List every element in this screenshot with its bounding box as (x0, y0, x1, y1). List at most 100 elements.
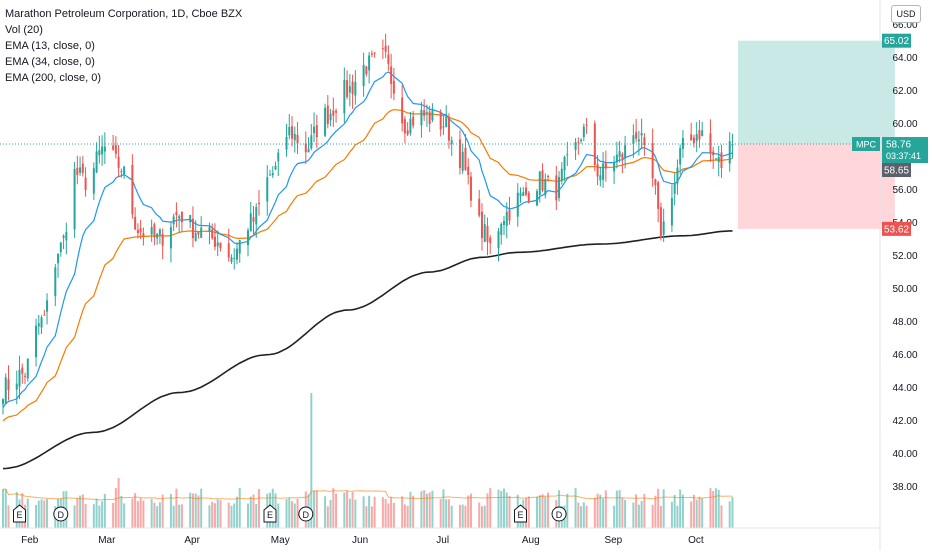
candle-body (717, 156, 720, 163)
candle-body (354, 81, 357, 96)
candle-body (712, 151, 715, 156)
volume-bar (613, 505, 616, 528)
event-marker-e[interactable]: E (263, 504, 277, 523)
indicator-ema34[interactable]: EMA (34, close, 0) (5, 56, 95, 68)
candle-body (362, 64, 365, 87)
candle-body (566, 154, 569, 156)
volume-bar (401, 496, 404, 528)
earnings-icon (263, 504, 277, 523)
candle-body (24, 375, 27, 377)
event-marker-label: E (17, 510, 23, 520)
event-marker-e[interactable]: E (514, 504, 528, 523)
volume-ma-line (3, 488, 733, 501)
candle-body (73, 168, 76, 230)
candle-body (478, 198, 481, 216)
volume-bar (92, 504, 95, 528)
candle-body (233, 257, 236, 259)
volume-bar (46, 499, 49, 528)
indicator-ema13[interactable]: EMA (13, close, 0) (5, 40, 95, 52)
candle-body (654, 179, 657, 186)
volume-bar (431, 490, 434, 528)
candle-body (252, 217, 255, 222)
volume-bar (714, 488, 717, 528)
volume-bar (596, 493, 599, 528)
event-marker-d[interactable]: D (53, 506, 69, 522)
candle-body (175, 211, 178, 216)
candle-body (277, 152, 280, 162)
candle-body (313, 126, 316, 134)
volume-bar (139, 498, 142, 528)
prev-close-tag: 58.65 (882, 163, 911, 178)
volume-bar (120, 495, 123, 528)
currency-button[interactable]: USD (891, 5, 921, 23)
candle-body (211, 229, 214, 239)
volume-bar (483, 505, 486, 528)
candle-body (714, 158, 717, 160)
volume-bar (690, 501, 693, 528)
candle-body (500, 223, 503, 235)
candle-body (392, 80, 395, 94)
candle-body (643, 137, 646, 146)
volume-bar (288, 497, 291, 528)
prev-close-text: 58.65 (884, 166, 909, 177)
y-tick-label: 44.00 (892, 383, 917, 394)
candle-body (291, 126, 294, 139)
volume-bar (310, 393, 313, 528)
volume-bar (373, 496, 376, 528)
indicator-ema200[interactable]: EMA (200, close, 0) (5, 72, 101, 84)
symbol-tag-text: MPC (856, 140, 877, 150)
volume-bar (502, 488, 505, 528)
candle-body (445, 116, 448, 128)
last-price-bg (882, 137, 928, 164)
candle-body (98, 150, 101, 156)
volume-bar (134, 493, 137, 528)
volume-bar (637, 504, 640, 528)
candle-body (117, 156, 120, 168)
volume-bar (695, 499, 698, 528)
candle-body (602, 163, 605, 180)
indicator-volume[interactable]: Vol (20) (5, 24, 43, 36)
volume-bar (200, 488, 203, 528)
candle-body (136, 229, 139, 234)
volume-bar (384, 499, 387, 528)
volume-bar (387, 503, 390, 528)
y-tick-label: 42.00 (892, 416, 917, 427)
candle-body (101, 146, 104, 155)
candle-body (525, 187, 528, 195)
volume-bar (390, 496, 393, 528)
candle-body (450, 140, 453, 144)
x-tick-label: Aug (522, 535, 540, 546)
candle-body (150, 226, 153, 235)
candle-body (40, 317, 43, 328)
event-marker-d[interactable]: D (551, 506, 567, 522)
candle-body (681, 138, 684, 149)
candle-body (134, 216, 137, 230)
volume-bar (450, 505, 453, 528)
candle-body (172, 216, 175, 225)
candle-body (431, 110, 434, 121)
volume-bar (277, 503, 280, 528)
candle-body (324, 107, 327, 136)
candle-body (618, 151, 621, 158)
volume-bar (114, 488, 117, 528)
candle-body (271, 172, 274, 176)
candle-body (439, 112, 442, 130)
volume-bar (676, 505, 679, 528)
volume-bar (175, 488, 178, 528)
position-profit-zone (737, 40, 895, 145)
volume-bar (403, 504, 406, 528)
candle-body (728, 141, 731, 164)
event-marker-d[interactable]: D (298, 506, 314, 522)
volume-bar (161, 494, 164, 528)
candle-body (304, 143, 307, 153)
candle-body (332, 110, 335, 116)
volume-bar (216, 499, 219, 528)
y-tick-label: 66.00 (892, 20, 917, 31)
event-marker-label: D (303, 510, 310, 520)
event-marker-e[interactable]: E (13, 504, 27, 523)
volume-bar (640, 500, 643, 528)
stop-price-tag: 53.62 (882, 221, 911, 236)
volume-bar (428, 492, 431, 528)
